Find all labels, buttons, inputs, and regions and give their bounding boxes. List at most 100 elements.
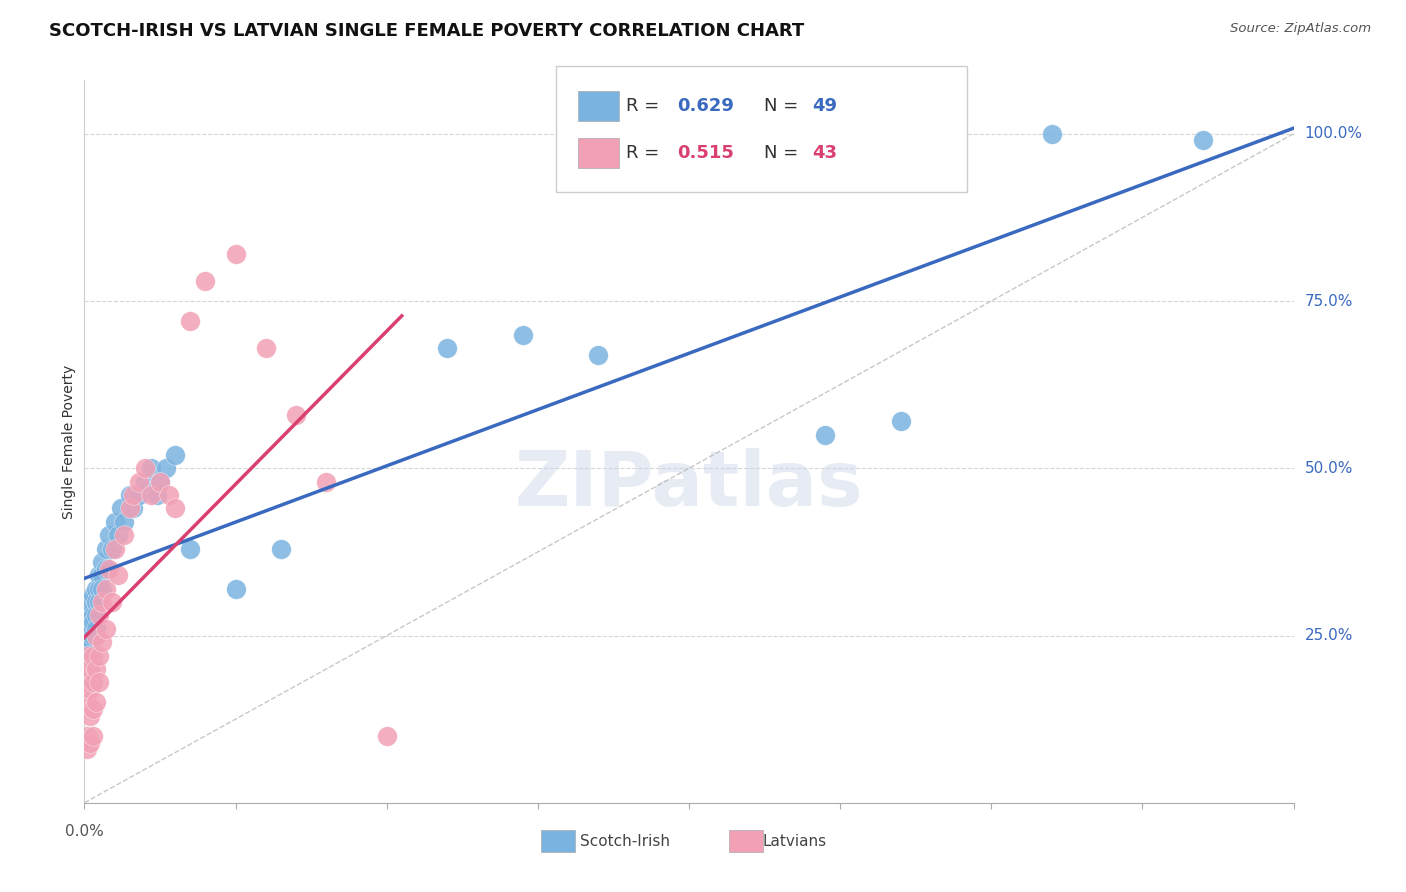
Point [76, 742, 98, 756]
Point [86, 622, 108, 636]
Point [91, 582, 114, 596]
Point [157, 488, 180, 502]
Point [76, 628, 98, 642]
Text: N =: N = [763, 145, 804, 162]
Point [89, 675, 111, 690]
Point [76, 648, 98, 663]
Point [107, 568, 129, 582]
Point [512, 327, 534, 342]
Text: Source: ZipAtlas.com: Source: ZipAtlas.com [1230, 22, 1371, 36]
Point [76, 615, 98, 630]
Point [89, 595, 111, 609]
Point [165, 501, 187, 516]
Point [79, 595, 101, 609]
Point [86, 608, 108, 623]
Point [89, 648, 111, 663]
Point [225, 247, 247, 261]
Point [128, 475, 150, 489]
Point [1192, 134, 1215, 148]
Point [82, 729, 104, 743]
Point [588, 348, 610, 362]
Text: SCOTCH-IRISH VS LATVIAN SINGLE FEMALE POVERTY CORRELATION CHART: SCOTCH-IRISH VS LATVIAN SINGLE FEMALE PO… [49, 22, 804, 40]
Point [375, 729, 398, 743]
Point [254, 341, 277, 355]
Point [89, 608, 111, 623]
Text: Latvians: Latvians [762, 834, 827, 848]
Point [89, 582, 111, 596]
Point [82, 589, 104, 603]
Text: 100.0%: 100.0% [1305, 127, 1362, 141]
Point [1040, 127, 1063, 141]
Point [128, 488, 150, 502]
FancyBboxPatch shape [578, 91, 619, 121]
Point [890, 414, 912, 429]
Point [97, 528, 120, 542]
Point [86, 582, 108, 596]
Point [94, 562, 117, 576]
Point [82, 608, 104, 623]
Point [82, 615, 104, 630]
Point [149, 475, 172, 489]
Point [86, 696, 108, 710]
FancyBboxPatch shape [578, 138, 619, 169]
Point [121, 501, 143, 516]
Point [104, 541, 127, 556]
Text: 0.629: 0.629 [676, 97, 734, 115]
Point [86, 595, 108, 609]
Point [225, 582, 247, 596]
Text: 25.0%: 25.0% [1305, 628, 1353, 643]
Point [134, 461, 156, 475]
Text: N =: N = [763, 97, 804, 115]
Point [76, 675, 98, 690]
Point [436, 341, 458, 355]
Point [112, 515, 135, 529]
FancyBboxPatch shape [728, 830, 762, 852]
Point [179, 541, 201, 556]
Point [82, 648, 104, 663]
Text: R =: R = [626, 97, 665, 115]
Point [270, 541, 292, 556]
Point [82, 702, 104, 716]
Point [112, 528, 135, 542]
Point [146, 488, 169, 502]
Text: 75.0%: 75.0% [1305, 293, 1353, 309]
Point [89, 568, 111, 582]
Point [155, 461, 177, 475]
Point [79, 622, 101, 636]
Point [814, 427, 837, 442]
Point [110, 501, 132, 516]
Point [179, 314, 201, 328]
Point [121, 488, 143, 502]
Point [79, 635, 101, 649]
Text: R =: R = [626, 145, 665, 162]
Y-axis label: Single Female Poverty: Single Female Poverty [62, 365, 76, 518]
Point [139, 488, 162, 502]
Point [76, 696, 98, 710]
Point [100, 541, 122, 556]
Point [285, 408, 308, 422]
Point [91, 568, 114, 582]
Point [94, 582, 117, 596]
Point [79, 681, 101, 696]
Text: ZIPatlas: ZIPatlas [515, 448, 863, 522]
Text: 43: 43 [813, 145, 838, 162]
Point [194, 274, 217, 288]
Point [315, 475, 337, 489]
Point [97, 562, 120, 576]
Point [118, 488, 141, 502]
Point [118, 501, 141, 516]
Point [94, 622, 117, 636]
Point [91, 635, 114, 649]
Point [76, 642, 98, 657]
Point [76, 729, 98, 743]
Point [79, 708, 101, 723]
Point [82, 675, 104, 690]
Point [79, 608, 101, 623]
Point [91, 595, 114, 609]
Point [94, 541, 117, 556]
Point [134, 475, 156, 489]
Point [104, 515, 127, 529]
Point [79, 662, 101, 676]
Point [79, 735, 101, 749]
Point [91, 555, 114, 569]
